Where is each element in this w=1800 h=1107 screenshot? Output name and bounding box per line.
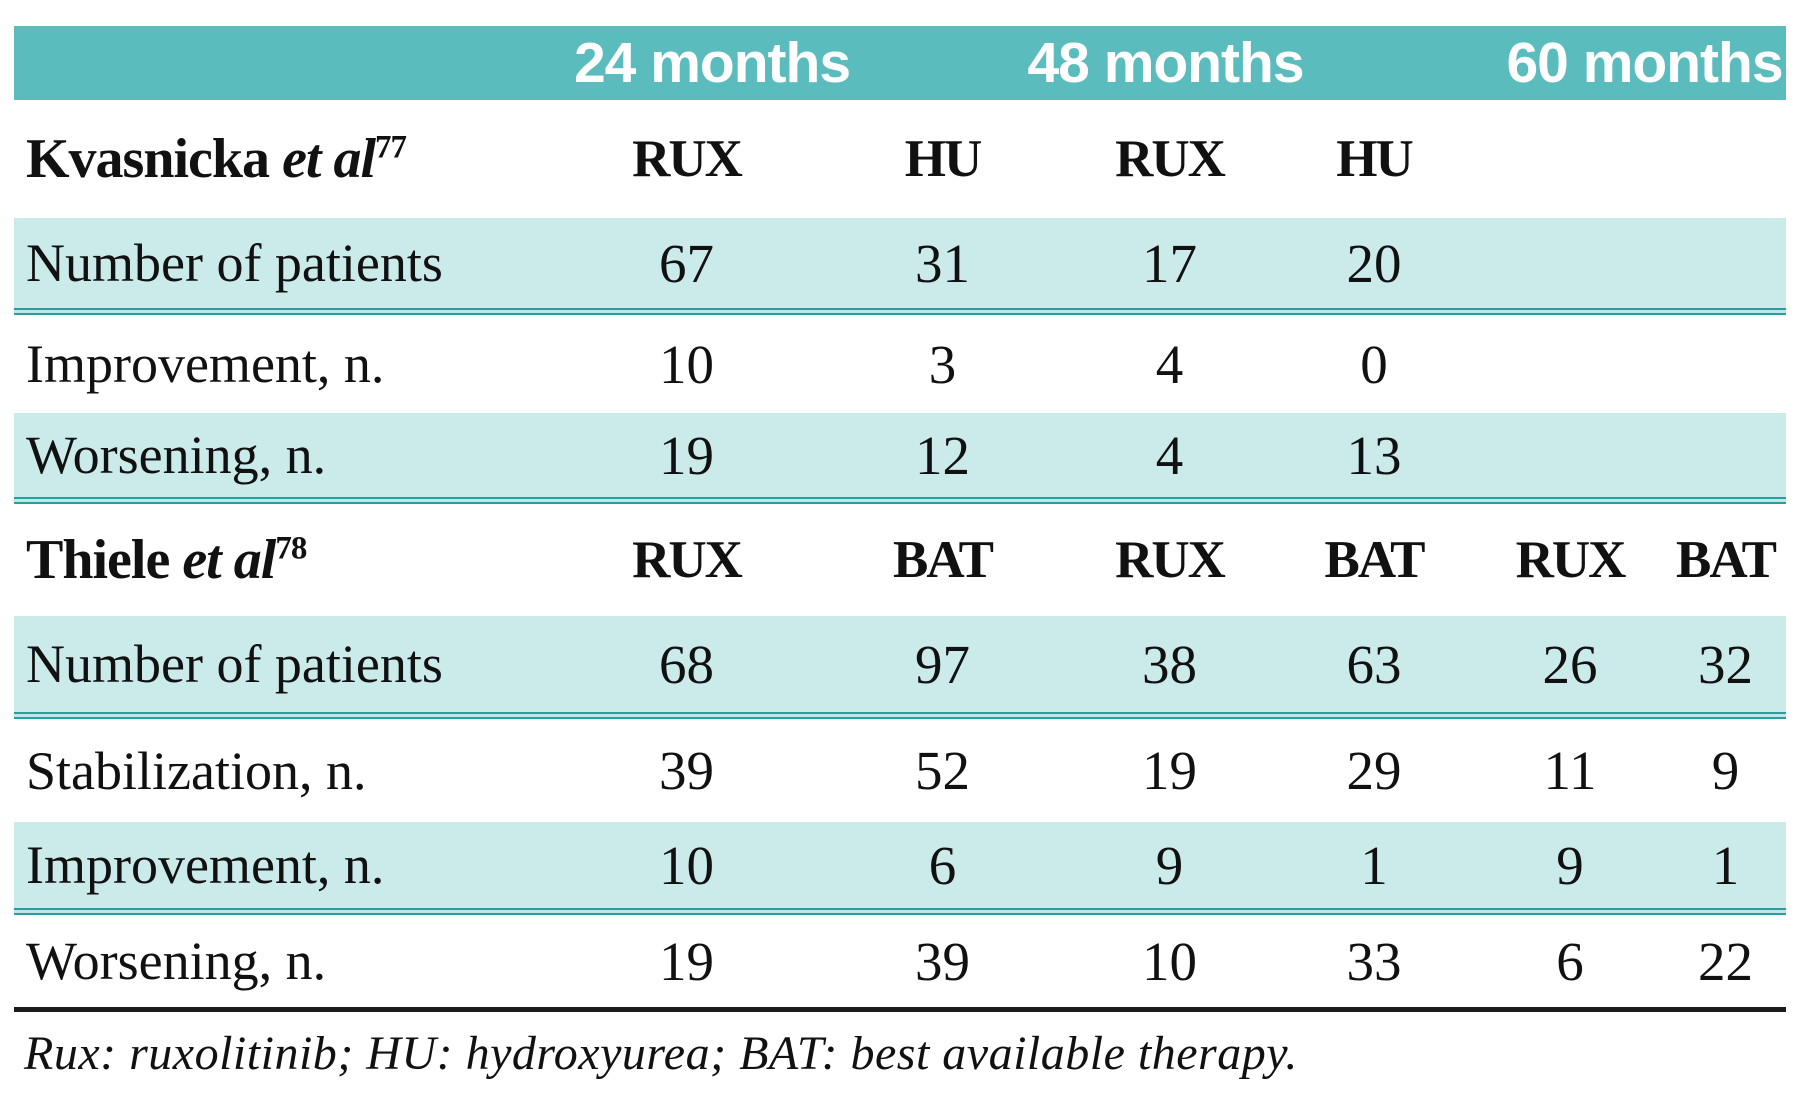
- study-name-kvasnicka: Kvasnicka et al77: [14, 131, 554, 187]
- column-header-bat: BAT: [1324, 530, 1425, 589]
- value-cell: 52: [915, 740, 970, 801]
- value-cell: 10: [1142, 930, 1197, 992]
- value-cell: 39: [659, 740, 714, 801]
- row-label: Stabilization, n.: [26, 740, 367, 801]
- teal-divider: [14, 308, 1786, 315]
- value-cell: 67: [659, 232, 714, 294]
- value-cell: 32: [1698, 633, 1753, 695]
- fibrosis-outcomes-table: 24 months 48 months 60 months Kvasnicka …: [14, 26, 1786, 1081]
- row-label: Number of patients: [26, 233, 443, 293]
- value-cell: 31: [915, 232, 970, 294]
- value-cell: 22: [1698, 930, 1753, 992]
- value-cell: 38: [1142, 633, 1197, 695]
- value-cell: 63: [1346, 633, 1402, 695]
- study-name-thiele: Thiele et al78: [14, 532, 554, 588]
- value-cell: 19: [659, 930, 714, 992]
- value-cell: 10: [659, 333, 714, 395]
- table-row: Number of patients 68 97 38 63 26 32: [14, 616, 1786, 712]
- table-row: Worsening, n. 19 12 4 13: [14, 413, 1786, 497]
- value-cell: 4: [1155, 333, 1184, 395]
- value-cell: 26: [1542, 633, 1598, 695]
- value-cell: 19: [659, 424, 714, 486]
- study-row-kvasnicka: Kvasnicka et al77 RUX HU RUX HU: [14, 100, 1786, 218]
- row-label: Improvement, n.: [26, 835, 385, 895]
- column-header-bat: BAT: [892, 530, 994, 589]
- value-cell: 20: [1346, 232, 1402, 294]
- column-header-hu: HU: [904, 129, 983, 188]
- value-cell: 19: [1142, 740, 1197, 801]
- value-cell: 4: [1155, 424, 1184, 486]
- et-al-text: et al: [169, 529, 276, 591]
- value-cell: 6: [928, 834, 957, 896]
- teal-divider: [14, 497, 1786, 504]
- value-cell: 39: [915, 930, 970, 992]
- months-header-row: 24 months 48 months 60 months: [14, 26, 1786, 100]
- table-row: Number of patients 67 31 17 20: [14, 218, 1786, 308]
- et-al-text: et al: [269, 128, 376, 190]
- value-cell: 1: [1360, 834, 1388, 896]
- row-label: Worsening, n.: [26, 425, 327, 485]
- value-cell: 29: [1346, 740, 1402, 801]
- month-header-24: 24 months: [573, 31, 851, 95]
- value-cell: 9: [1556, 834, 1584, 896]
- value-cell: 10: [659, 834, 714, 896]
- column-header-rux: RUX: [632, 129, 743, 188]
- value-cell: 68: [659, 633, 714, 695]
- abbreviations-footnote: Rux: ruxolitinib; HU: hydroxyurea; BAT: …: [24, 1027, 1298, 1080]
- table-row: Improvement, n. 10 3 4 0: [14, 315, 1786, 413]
- value-cell: 0: [1360, 333, 1388, 395]
- value-cell: 12: [915, 424, 970, 486]
- footnote-divider-line: [14, 1007, 1786, 1012]
- column-header-rux: RUX: [632, 530, 743, 589]
- column-header-hu: HU: [1336, 129, 1414, 188]
- value-cell: 9: [1155, 834, 1184, 896]
- month-header-48: 48 months: [1027, 31, 1304, 95]
- value-cell: 9: [1711, 740, 1740, 801]
- value-cell: 6: [1556, 930, 1584, 992]
- column-header-rux: RUX: [1115, 129, 1226, 188]
- value-cell: 13: [1346, 424, 1402, 486]
- column-header-rux: RUX: [1115, 530, 1226, 589]
- table-row: Stabilization, n. 39 52 19 29 11 9: [14, 719, 1786, 822]
- value-cell: 97: [915, 633, 970, 695]
- row-label: Improvement, n.: [26, 334, 385, 394]
- value-cell: 17: [1142, 232, 1197, 294]
- study-row-thiele: Thiele et al78 RUX BAT RUX BAT RUX BAT: [14, 504, 1786, 616]
- value-cell: 33: [1346, 930, 1402, 992]
- reference-superscript: 77: [375, 129, 407, 166]
- table-row: Worsening, n. 19 39 10 33 6 22: [14, 915, 1786, 1007]
- study-name-text: Thiele: [26, 529, 170, 591]
- teal-divider: [14, 712, 1786, 719]
- column-header-bat: BAT: [1675, 530, 1777, 589]
- value-cell: 3: [928, 333, 957, 395]
- row-label: Number of patients: [26, 634, 443, 694]
- study-name-text: Kvasnicka: [26, 128, 270, 190]
- teal-divider: [14, 908, 1786, 915]
- row-label: Worsening, n.: [26, 931, 327, 991]
- month-header-60: 60 months: [1506, 31, 1783, 95]
- table-row: Improvement, n. 10 6 9 1 9 1: [14, 822, 1786, 908]
- value-cell: 1: [1711, 834, 1740, 896]
- column-header-rux: RUX: [1515, 530, 1627, 589]
- reference-superscript: 78: [275, 530, 307, 567]
- value-cell: 11: [1543, 740, 1597, 801]
